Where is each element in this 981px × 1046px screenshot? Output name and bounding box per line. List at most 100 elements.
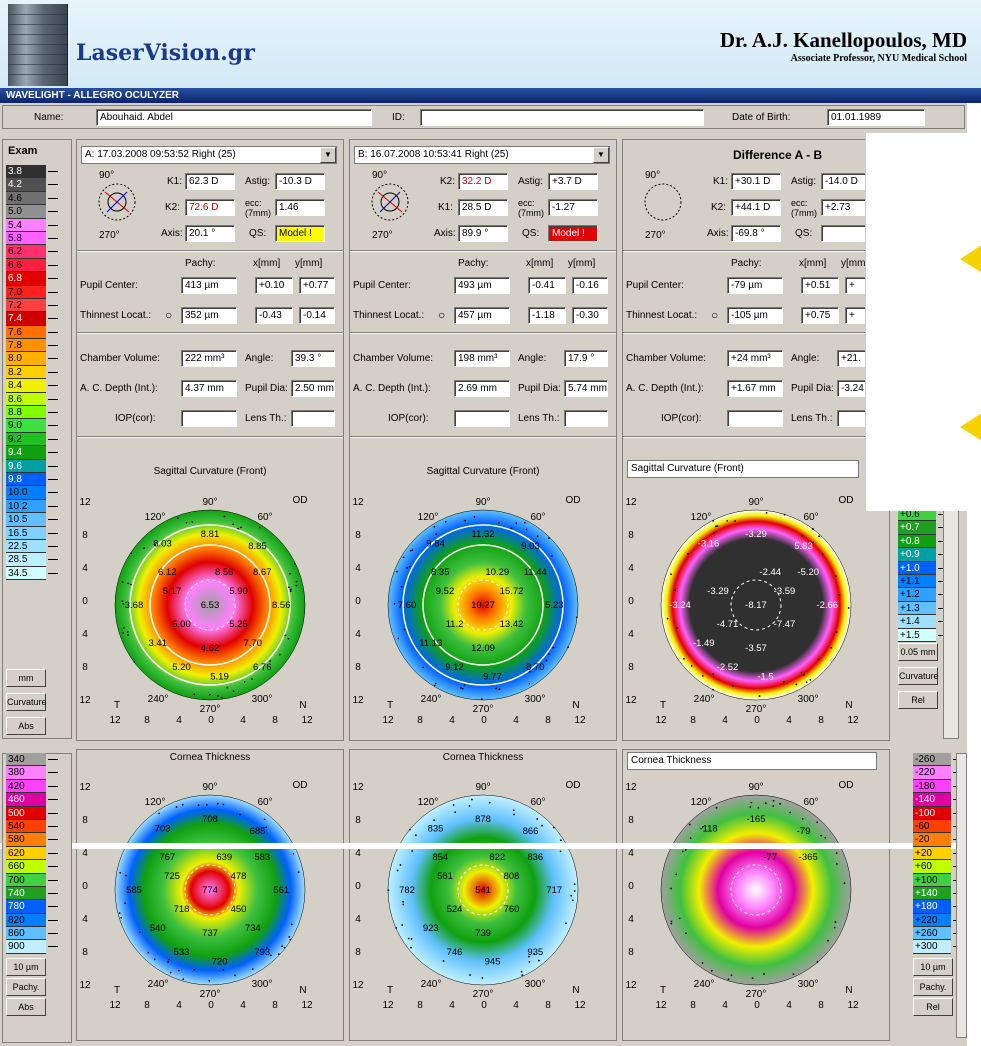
acd-field[interactable]: 2.69 mm [454,380,510,397]
panelA-pachy-map[interactable]: 90° 270° OD T N 120° 60° 240° 300° 12 8 4 0 4 8 12 12 8 4 0… [75,770,345,1010]
pachy-toggle-button[interactable]: Pachy. [6,978,46,996]
lens-th-field[interactable] [291,410,335,427]
k1-field[interactable]: +30.1 D [731,173,781,190]
separator [623,436,889,438]
pachy-map-select[interactable]: Cornea Thickness [627,752,877,770]
thinnest-pachy-field[interactable]: -105 µm [727,307,783,324]
thinnest-y-field[interactable]: -0.14 [299,307,335,324]
exam-select[interactable]: A: 17.03.2008 09:53:52 Right (25) ▼ [81,146,337,164]
y-tick-label: 12 [625,695,637,706]
k2-field[interactable]: +44.1 D [731,199,781,216]
unit-mm-button[interactable]: mm [6,669,46,687]
axis-270-label: 270° [99,230,120,241]
acd-field[interactable]: +1.67 mm [727,380,783,397]
dropdown-arrow-icon[interactable]: ▼ [320,147,336,163]
map-value-label: 9.84 [426,538,445,549]
axis-300-label: 300° [798,979,819,990]
map-value-label: -79 [797,826,811,837]
angle-field[interactable]: 39.3 ° [291,350,335,367]
pachy-scrollbar[interactable] [956,753,967,1038]
diff-rel-button[interactable]: Rel [898,691,938,709]
astig-field[interactable]: +3.7 D [548,173,598,190]
thinnest-pachy-field[interactable]: 457 µm [454,307,510,324]
panelA-pachy-panel: Cornea Thickness 90° 270° OD T N 120° 60° 240° 30… [76,749,344,1041]
k2-field[interactable]: 28.5 D [458,199,508,216]
x-tick-label: 12 [301,715,313,725]
lens-th-field[interactable] [564,410,608,427]
map-value-label: 12.09 [471,643,495,654]
panelB-sagittal-map[interactable]: 90° 270° OD T N 120° 60° 240° 300° 12 8 4 0 4 8 12 12 8 4 0… [348,485,618,725]
k1-field[interactable]: 32.2 D [458,173,508,190]
k1-field[interactable]: 62.3 D [185,173,235,190]
pachy-unit-button[interactable]: 10 µm [6,958,46,976]
qs-field[interactable]: Model ! [548,225,598,242]
chamber-volume-field[interactable]: 198 mm³ [454,350,510,367]
ecc-field[interactable]: 1.46 [275,199,325,216]
thinnest-x-field[interactable]: -1.18 [528,307,566,324]
scale-swatch: 5.4 [6,219,46,232]
thinnest-x-field[interactable]: +0.75 [801,307,839,324]
pachy-abs-button[interactable]: Abs [6,998,46,1016]
thinnest-x-field[interactable]: -0.43 [255,307,293,324]
map-type-select[interactable]: Sagittal Curvature (Front) [627,460,859,478]
x-tick-label: 0 [208,715,214,725]
pachy-header: Pachy: [185,258,216,269]
iop-field[interactable] [454,410,510,427]
map-value-label: 583 [254,852,270,863]
qs-field[interactable]: Model ! [275,225,325,242]
abs-toggle-button[interactable]: Abs [6,717,46,735]
acd-field[interactable]: 4.37 mm [181,380,237,397]
x-tick-label: 4 [786,715,792,725]
pupil-dia-field[interactable]: 2.50 mm [291,380,335,397]
iop-field[interactable] [181,410,237,427]
thinnest-marker-icon: ○ [165,308,172,322]
panelD-sagittal-map[interactable]: 90° 270° OD T N 120° 60° 240° 300° 12 8 4 0 4 8 12 12 8 4 0… [621,485,891,725]
dropdown-arrow-icon[interactable]: ▼ [593,147,609,163]
iop-field[interactable] [727,410,783,427]
map-value-label: -3.59 [774,586,796,597]
axis-field[interactable]: 89.9 ° [458,225,508,242]
thinnest-pachy-field[interactable]: 352 µm [181,307,237,324]
exam-select[interactable]: B: 16.07.2008 10:53:41 Right (25) ▼ [354,146,610,164]
panelA-sagittal-map[interactable]: 90° 270° OD T N 120° 60° 240° 300° 12 8 4 0 4 8 12 12 8 4 0… [75,485,345,725]
name-field[interactable]: Abouhaid. Abdel [96,109,372,126]
pdiff-pachy-button[interactable]: Pachy. [913,978,953,996]
axis-field[interactable]: 20.1 ° [185,225,235,242]
pupil-y-field[interactable]: +0.77 [299,277,335,294]
diff-unit-button[interactable]: 0.05 mm [898,643,938,661]
thinnest-y-field[interactable]: -0.30 [572,307,608,324]
pupil-pachy-field[interactable]: -79 µm [727,277,783,294]
scale-swatch: 8.2 [6,366,46,379]
pupil-x-field[interactable]: +0.51 [801,277,839,294]
curvature-toggle-button[interactable]: Curvature [6,693,46,711]
pupil-x-field[interactable]: -0.41 [528,277,566,294]
dob-field[interactable]: 01.01.1989 [827,109,925,126]
pdiff-unit-button[interactable]: 10 µm [913,958,953,976]
diff-curvature-button[interactable]: Curvature [898,667,938,685]
pupil-pachy-field[interactable]: 413 µm [181,277,237,294]
chamber-volume-field[interactable]: 222 mm³ [181,350,237,367]
qs-field[interactable] [821,225,871,242]
pdiff-rel-button[interactable]: Rel [913,998,953,1016]
axis-240-label: 240° [694,979,715,990]
eye-od-label: OD [293,495,308,506]
panelB-pachy-map[interactable]: 90° 270° OD T N 120° 60° 240° 300° 12 8 4 0 4 8 12 12 8 4 0… [348,770,618,1010]
pupil-x-field[interactable]: +0.10 [255,277,293,294]
id-field[interactable] [420,109,704,126]
pachy-map-caption: Cornea Thickness [350,752,616,763]
axis-field[interactable]: -69.8 ° [731,225,781,242]
chamber-volume-field[interactable]: +24 mm³ [727,350,783,367]
site-logo[interactable]: LaserVision.gr [76,40,255,66]
y-tick-label: 8 [355,662,361,673]
k2-field[interactable]: 72.6 D [185,199,235,216]
angle-field[interactable]: 17.9 ° [564,350,608,367]
pupil-y-field[interactable]: -0.16 [572,277,608,294]
diff-scrollbar[interactable] [943,503,959,739]
astig-field[interactable]: -10.3 D [275,173,325,190]
pupil-dia-field[interactable]: 5.74 mm [564,380,608,397]
ecc-field[interactable]: +2.73 [821,199,871,216]
astig-field[interactable]: -14.0 D [821,173,871,190]
ecc-field[interactable]: -1.27 [548,199,598,216]
pupil-pachy-field[interactable]: 493 µm [454,277,510,294]
panelD-pachy-map[interactable]: 90° 270° OD T N 120° 60° 240° 300° 12 8 4 0 4 8 12 12 8 4 0… [621,770,891,1010]
